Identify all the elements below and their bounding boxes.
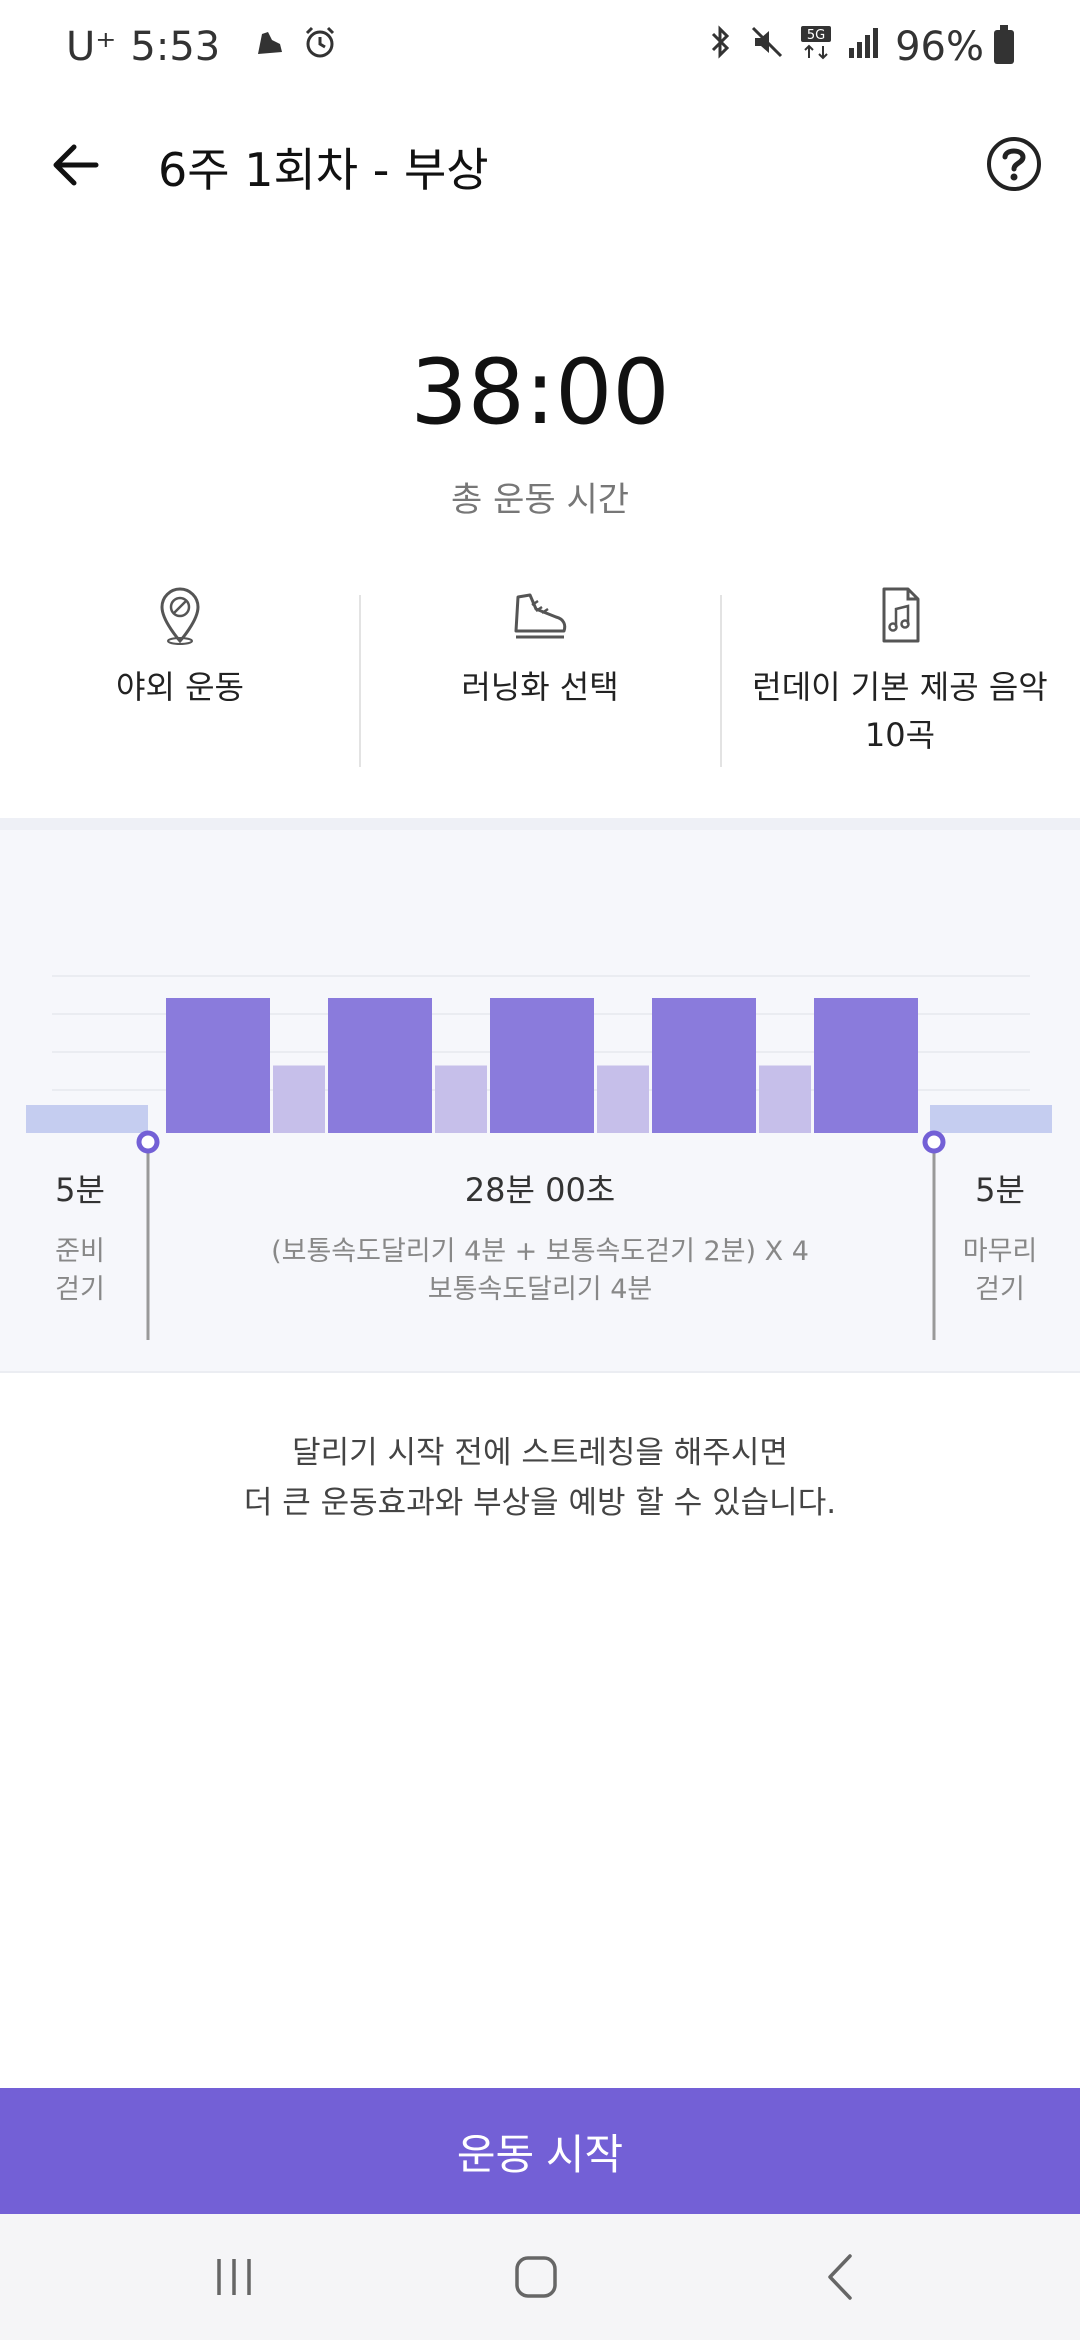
cooldown-duration: 5분 xyxy=(975,1171,1025,1209)
help-icon xyxy=(987,137,1041,191)
running-shoe-icon xyxy=(510,585,570,645)
alarm-icon xyxy=(302,24,338,70)
back-button[interactable] xyxy=(40,130,110,200)
interval-bar-walk xyxy=(273,1065,325,1133)
battery-icon xyxy=(994,25,1014,64)
interval-bar-run xyxy=(166,998,270,1133)
interval-bar-walk-slow xyxy=(930,1105,1052,1133)
total-time: 38:00 xyxy=(410,340,670,445)
status-left: U⁺ 5:53 xyxy=(66,24,338,70)
plan-section: 5분 준비 걷기 28분 00초 (보통속도달리기 4분 + 보통속도걷기 2분… xyxy=(0,818,1080,1373)
home-button[interactable] xyxy=(496,2244,576,2310)
main-description-2: 보통속도달리기 4분 xyxy=(427,1274,653,1305)
status-bar: U⁺ 5:53 5G 96% xyxy=(0,0,1080,100)
tip-line-2: 더 큰 운동효과와 부상을 예방 할 수 있습니다. xyxy=(243,1485,837,1521)
interval-bar-walk-slow xyxy=(26,1105,148,1133)
cooldown-label-1: 마무리 xyxy=(962,1236,1038,1267)
recent-apps-button[interactable] xyxy=(194,2244,274,2310)
main-duration: 28분 00초 xyxy=(464,1171,616,1209)
start-workout-button[interactable]: 운동 시작 xyxy=(0,2088,1080,2214)
recent-apps-icon xyxy=(217,2259,251,2295)
signal-icon xyxy=(847,24,881,70)
svg-text:5G: 5G xyxy=(807,28,825,43)
divider xyxy=(359,595,361,767)
interval-bar-run xyxy=(652,998,756,1133)
back-arrow-icon xyxy=(53,144,99,186)
home-icon xyxy=(515,2256,557,2298)
option-shoes[interactable]: 러닝화 선택 xyxy=(360,585,720,775)
interval-bar-walk xyxy=(759,1065,811,1133)
total-time-label: 총 운동 시간 xyxy=(450,480,629,520)
system-nav-bar xyxy=(0,2214,1080,2340)
help-button[interactable] xyxy=(984,134,1044,194)
bluetooth-icon xyxy=(705,24,735,70)
options-row: 야외 운동 러닝화 선택 런데이 기본 제공 음악 10곡 xyxy=(0,585,1080,775)
option-outdoor[interactable]: 야외 운동 xyxy=(0,585,360,775)
warmup-label-1: 준비 xyxy=(55,1236,105,1267)
option-label-line2: 10곡 xyxy=(864,716,936,754)
status-time: 5:53 xyxy=(130,24,221,70)
interval-chart xyxy=(26,975,1052,1340)
5g-icon: 5G xyxy=(799,24,833,70)
option-music[interactable]: 런데이 기본 제공 음악 10곡 xyxy=(720,585,1080,775)
battery-level: 96% xyxy=(895,24,984,70)
system-back-button[interactable] xyxy=(800,2244,880,2310)
page-title: 6주 1회차 - 부상 xyxy=(158,143,489,197)
divider xyxy=(720,595,722,767)
segment-boundary-marker xyxy=(922,1130,946,1154)
app-bar: 6주 1회차 - 부상 xyxy=(0,100,1080,230)
warmup-label-2: 걷기 xyxy=(55,1274,105,1305)
tip-line-1: 달리기 시작 전에 스트레칭을 해주시면 xyxy=(292,1435,788,1471)
option-label: 야외 운동 xyxy=(116,668,244,706)
option-label: 런데이 기본 제공 음악 xyxy=(752,668,1048,706)
interval-bar-run xyxy=(328,998,432,1133)
stretch-tip: 달리기 시작 전에 스트레칭을 해주시면 더 큰 운동효과와 부상을 예방 할 … xyxy=(0,1428,1080,1528)
status-right: 5G 96% xyxy=(691,24,1014,70)
system-back-icon xyxy=(828,2254,852,2300)
option-label: 러닝화 선택 xyxy=(461,668,619,706)
interval-bar-run xyxy=(814,998,918,1133)
location-pin-icon xyxy=(150,585,210,645)
main-description-1: (보통속도달리기 4분 + 보통속도걷기 2분) X 4 xyxy=(271,1236,809,1267)
interval-bar-walk xyxy=(597,1065,649,1133)
warmup-duration: 5분 xyxy=(55,1171,105,1209)
music-file-icon xyxy=(870,585,930,645)
carrier-label: U⁺ xyxy=(66,24,117,70)
segment-boundary-marker xyxy=(136,1130,160,1154)
interval-bar-run xyxy=(490,998,594,1133)
interval-bar-walk xyxy=(435,1065,487,1133)
cooldown-label-2: 걷기 xyxy=(975,1274,1025,1305)
mute-icon xyxy=(749,24,785,70)
shoe-icon xyxy=(252,24,288,70)
